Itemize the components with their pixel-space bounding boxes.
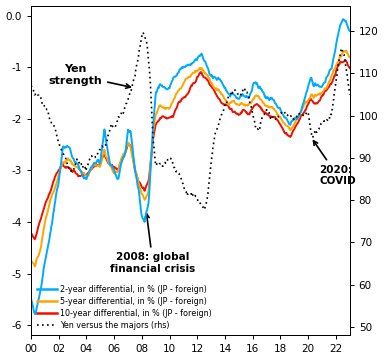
Legend: 2-year differential, in % (JP - foreign), 5-year differential, in % (JP - foreig: 2-year differential, in % (JP - foreign)…	[35, 284, 214, 332]
Text: 2008: global
financial crisis: 2008: global financial crisis	[110, 214, 195, 274]
Text: 2020:
COVID: 2020: COVID	[313, 141, 356, 186]
Text: Yen
strength: Yen strength	[48, 64, 130, 88]
